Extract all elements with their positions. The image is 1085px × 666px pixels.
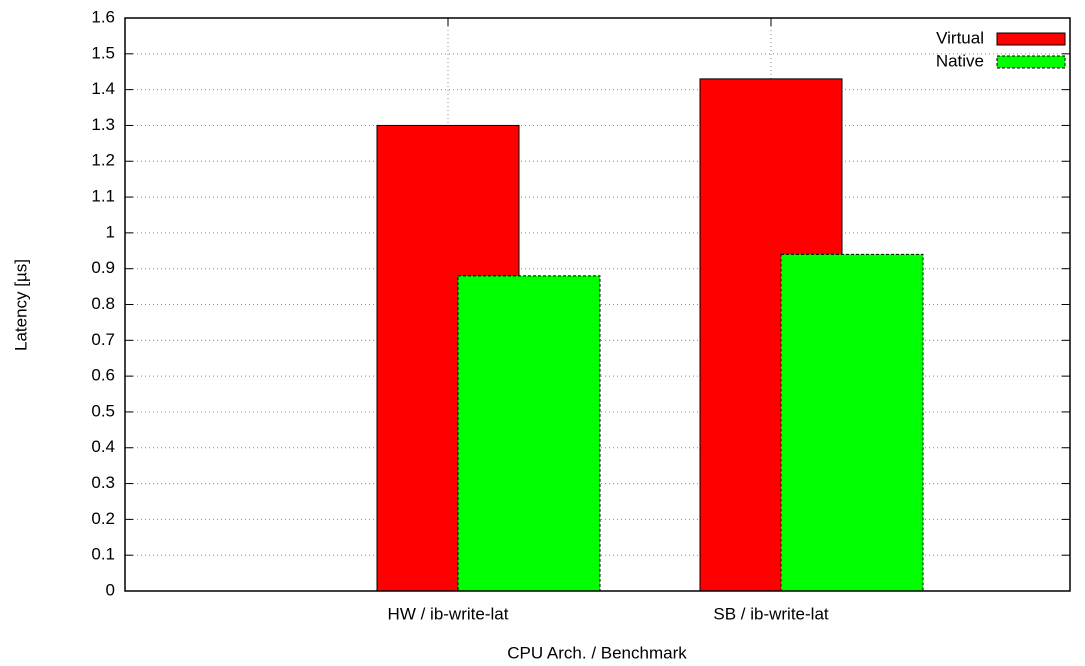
y-tick-label: 0.2 xyxy=(91,509,115,528)
plot-frame xyxy=(124,17,1071,592)
y-tick-label: 1.3 xyxy=(91,115,115,134)
bar xyxy=(457,275,601,592)
y-tick-label: 0.1 xyxy=(91,545,115,564)
y-tick-label: 1.1 xyxy=(91,187,115,206)
bar xyxy=(780,253,924,592)
legend-label: Native xyxy=(936,51,984,70)
x-tick-label: SB / ib-write-lat xyxy=(713,604,829,623)
y-tick-label: 1.2 xyxy=(91,151,115,170)
y-tick-label: 0.8 xyxy=(91,294,115,313)
y-tick-label: 0.4 xyxy=(91,437,115,456)
y-axis-label: Latency [µs] xyxy=(11,259,30,351)
y-tick-label: 1.4 xyxy=(91,79,115,98)
x-axis-label: CPU Arch. / Benchmark xyxy=(507,643,687,662)
y-tick-label: 0.5 xyxy=(91,401,115,420)
y-tick-label: 0.7 xyxy=(91,330,115,349)
y-tick-label: 1 xyxy=(106,222,115,241)
y-tick-label: 0.6 xyxy=(91,366,115,385)
x-tick-label: HW / ib-write-lat xyxy=(388,604,509,623)
y-tick-label: 1.5 xyxy=(91,43,115,62)
y-tick-label: 0.9 xyxy=(91,258,115,277)
legend-label: Virtual xyxy=(936,28,984,47)
y-tick-label: 0 xyxy=(106,580,115,599)
y-tick-label: 1.6 xyxy=(91,7,115,26)
legend-swatch xyxy=(996,55,1066,69)
y-tick-label: 0.3 xyxy=(91,473,115,492)
legend-swatch xyxy=(996,32,1066,46)
